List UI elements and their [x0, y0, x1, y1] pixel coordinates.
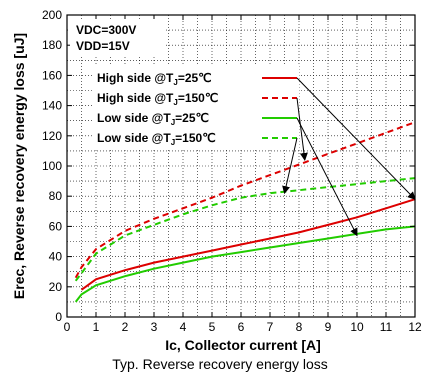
conditions-box: VDC=300V VDD=15V	[70, 19, 166, 57]
condition-vdd: VDD=15V	[76, 39, 130, 53]
x-tick-label: 1	[93, 320, 100, 334]
legend: High side @TJ=25℃ High side @TJ=150℃ Low s…	[92, 64, 299, 150]
x-tick-label: 4	[180, 320, 187, 334]
x-tick-label: 2	[122, 320, 129, 334]
y-tick-label: 200	[42, 8, 62, 22]
x-tick-label: 12	[408, 320, 422, 334]
x-tick-label: 11	[380, 320, 393, 334]
legend-arrows	[282, 77, 416, 237]
figure-caption: Typ. Reverse recovery energy loss	[112, 356, 328, 372]
condition-vdc: VDC=300V	[76, 23, 136, 37]
y-tick-label: 60	[49, 219, 63, 233]
x-tick-label: 8	[296, 320, 303, 334]
legend-arrow-1	[296, 77, 416, 200]
y-tick-label: 160	[42, 68, 62, 82]
x-tick-label: 9	[325, 320, 332, 334]
x-tick-label: 5	[209, 320, 216, 334]
series-line-2	[74, 121, 416, 279]
y-tick-label: 0	[55, 310, 62, 324]
legend-label-4: Low side @TJ=150℃	[97, 131, 216, 147]
y-tick-label: 40	[49, 250, 63, 264]
x-tick-label: 10	[350, 320, 364, 334]
legend-arrow-3	[296, 117, 358, 237]
tick-labels: 0 1 2 3 4 5 6 7 8 9 10 11 12020406080100120140160180…	[42, 8, 422, 334]
y-tick-label: 140	[42, 99, 62, 113]
y-tick-label: 100	[42, 159, 62, 173]
x-tick-label: 7	[267, 320, 274, 334]
y-axis-title: Erec, Reverse recovery energy loss [uJ]	[11, 33, 27, 299]
y-tick-label: 80	[49, 189, 63, 203]
legend-arrow-2	[296, 97, 308, 161]
conditions-box-bg	[70, 19, 166, 57]
y-tick-label: 20	[49, 280, 63, 294]
legend-label-2: High side @TJ=150℃	[97, 91, 218, 107]
legend-label-1: High side @TJ=25℃	[97, 71, 212, 87]
y-tick-label: 120	[42, 129, 62, 143]
series-line-3	[74, 225, 416, 303]
legend-label-3: Low side @TJ=25℃	[97, 111, 209, 127]
y-tick-label: 180	[42, 38, 62, 52]
x-axis-title: Ic, Collector current [A]	[165, 337, 321, 353]
legend-arrow-4	[282, 137, 298, 195]
x-tick-label: 0	[64, 320, 71, 334]
series-line-4	[74, 177, 416, 282]
x-tick-label: 3	[151, 320, 158, 334]
x-tick-label: 6	[238, 320, 245, 334]
series-line-1	[80, 198, 416, 291]
